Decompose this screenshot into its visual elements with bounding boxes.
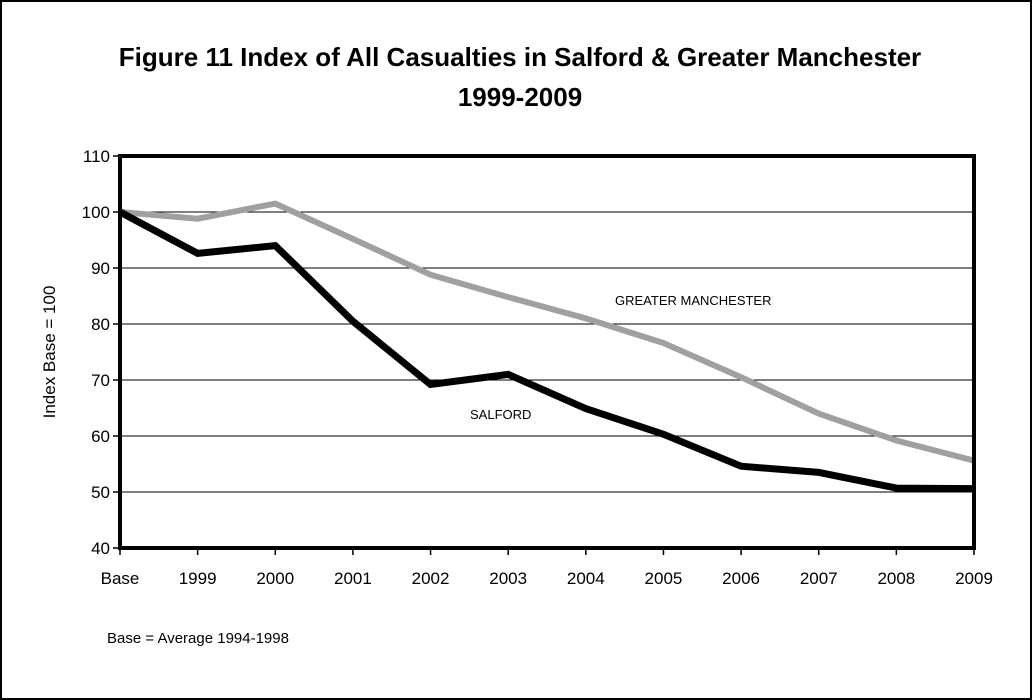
y-tick-label: 90	[91, 259, 110, 278]
x-tick-label: 2008	[877, 569, 915, 588]
x-tick-label: 2002	[412, 569, 450, 588]
base-note: Base = Average 1994-1998	[107, 630, 289, 647]
y-tick-label: 60	[91, 427, 110, 446]
series-line-greater-manchester	[119, 200, 975, 464]
series-line-salford	[118, 208, 975, 493]
y-tick-label: 80	[91, 315, 110, 334]
x-tick-label: 2007	[800, 569, 838, 588]
gridlines	[120, 211, 974, 493]
x-tick-label: 2006	[722, 569, 760, 588]
axes: 40 50 60 70 80 90 100 110 Base 1999 2000 2001 2002 20…	[82, 147, 993, 588]
y-axis-label: Index Base = 100	[40, 286, 59, 419]
x-tick-label: Base	[101, 569, 140, 588]
y-tick-label: 70	[91, 371, 110, 390]
x-tick-label: 2004	[567, 569, 605, 588]
x-tick-label: 1999	[179, 569, 217, 588]
x-tick-label: 2005	[645, 569, 683, 588]
x-tick-label: 2000	[256, 569, 294, 588]
y-tick-label: 110	[83, 147, 110, 166]
y-tick-label: 40	[91, 539, 110, 558]
x-tick-label: 2003	[489, 569, 527, 588]
series-label-greater-manchester: GREATER MANCHESTER	[615, 293, 772, 308]
series-lines	[118, 200, 975, 493]
chart-title: Figure 11 Index of All Casualties in Sal…	[118, 42, 922, 72]
x-tick-label: 2001	[334, 569, 372, 588]
y-tick-label: 50	[91, 483, 110, 502]
chart-subtitle: 1999-2009	[457, 82, 583, 112]
x-tick-label: 2009	[955, 569, 993, 588]
series-label-salford: SALFORD	[470, 407, 531, 422]
y-tick-label: 100	[82, 203, 110, 222]
plot-area-frame	[118, 154, 976, 550]
